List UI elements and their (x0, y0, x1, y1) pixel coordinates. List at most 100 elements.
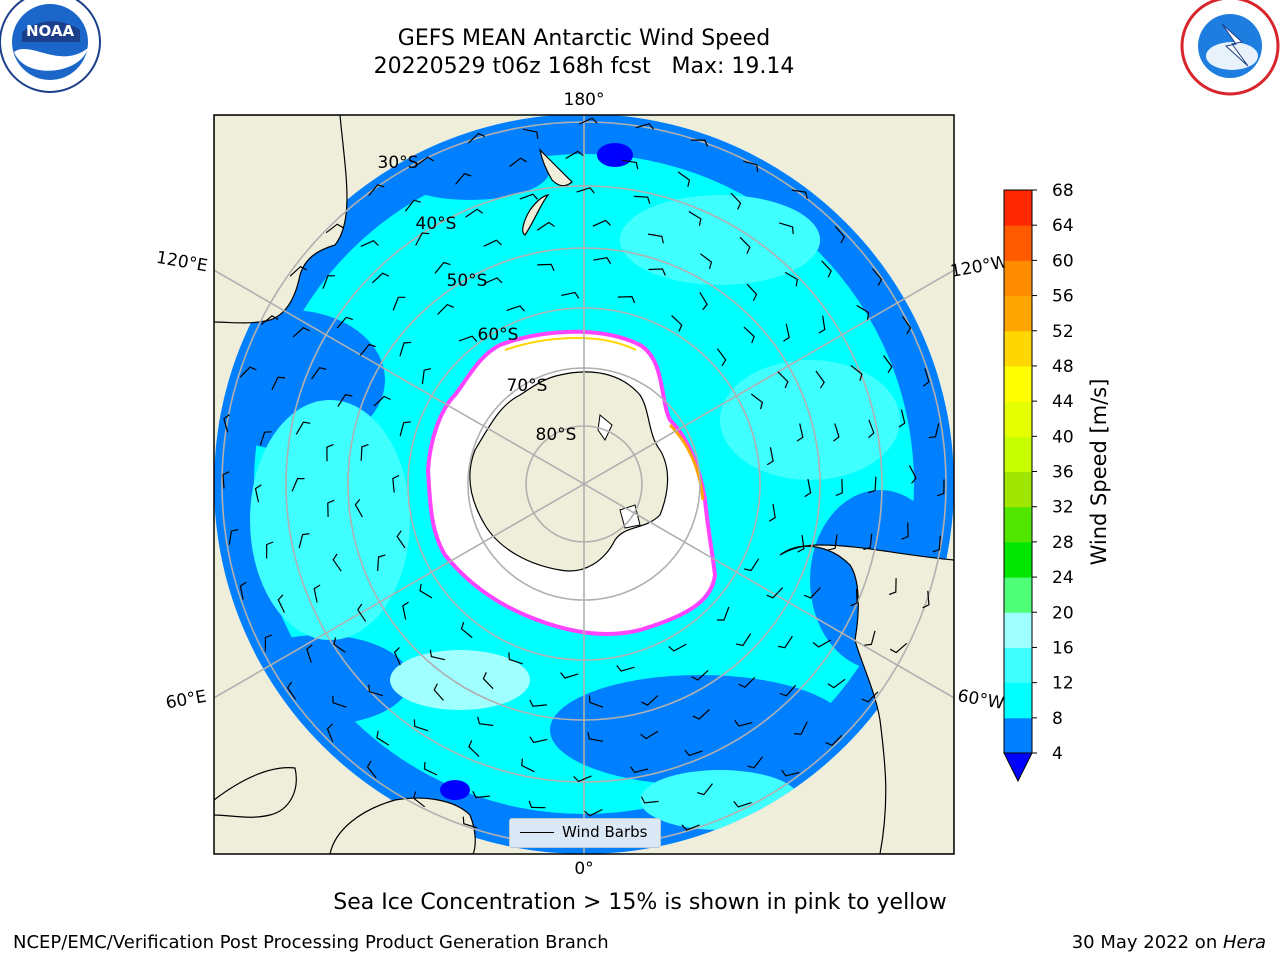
wind-barb (415, 232, 430, 246)
wind-barb (743, 326, 755, 344)
lat-label-40s: 40°S (416, 214, 457, 234)
legend-label: Wind Barbs (562, 823, 648, 841)
footer-date-text: 30 May 2022 on (1071, 932, 1223, 953)
wind-barb (766, 587, 784, 599)
wind-barb (922, 590, 930, 609)
wind-barb (573, 775, 592, 783)
colorbar-segment (1004, 682, 1032, 719)
wind-barb (561, 291, 580, 299)
wind-barb (743, 160, 759, 172)
australia (214, 115, 348, 324)
ice-edge-yellow (504, 337, 637, 351)
wind-barb (908, 465, 917, 484)
colorbar-segment (1004, 612, 1032, 648)
wind-barb (783, 323, 790, 342)
wind-patch-mid (720, 360, 900, 480)
wind-barb (747, 756, 764, 769)
footer-date: 30 May 2022 on Hera (1072, 932, 1266, 953)
wind-barb (396, 530, 406, 549)
wind-barb (336, 316, 354, 329)
wind-barb (506, 305, 525, 312)
wind-barb (455, 172, 472, 185)
wind-barb (677, 171, 691, 187)
wind-barb (509, 157, 527, 168)
wind-barb (864, 630, 876, 646)
wind-barb (239, 366, 257, 378)
wind-barb (325, 223, 344, 234)
wind-barb (668, 643, 687, 652)
chart-title: GEFS MEAN Antarctic Wind Speed (397, 26, 771, 51)
colorbar-tick-label: 52 (1052, 322, 1074, 342)
wind-barb (868, 476, 877, 494)
colorbar-tick-label: 16 (1052, 638, 1074, 658)
lon-label-60e: 60°E (164, 687, 208, 714)
wind-barb (856, 304, 870, 320)
wind-barb (392, 474, 400, 493)
wind-barb (622, 159, 639, 170)
wind-barb (402, 601, 409, 620)
wind-barb (508, 652, 523, 665)
map-frame (213, 114, 955, 855)
colorbar-segment (1004, 506, 1032, 543)
wind-barb (889, 642, 908, 654)
wind-barb (777, 635, 794, 649)
lat-label-60s: 60°S (478, 325, 519, 345)
lat-label-80s: 80°S (536, 425, 577, 445)
wind-barb (366, 760, 377, 779)
wind-patch-mid (620, 195, 820, 285)
wind-barb (616, 665, 635, 672)
wind-barb (803, 587, 821, 599)
colorbar-tick-label: 24 (1052, 568, 1074, 588)
wind-barb (429, 649, 446, 661)
wind-barb (818, 315, 826, 334)
wind-barb (730, 192, 742, 210)
wind-barb (872, 268, 883, 286)
wind-barb (781, 769, 800, 777)
wind-barb (326, 444, 334, 462)
wind-barb (777, 371, 789, 389)
wind-barb (413, 719, 429, 732)
lat-label-70s: 70°S (507, 376, 548, 396)
wind-barb (326, 723, 334, 743)
wind-barb (223, 414, 230, 433)
wind-barb (327, 499, 335, 518)
wind-barb (371, 272, 390, 284)
wind-barb (868, 419, 875, 439)
wind-barb (291, 477, 305, 492)
wind-barb (322, 275, 336, 290)
wind-patch-under (440, 780, 470, 800)
wind-barb (902, 316, 912, 335)
wind-barb (717, 606, 730, 621)
wind-barb (746, 283, 758, 301)
colorbar-segment (1004, 190, 1032, 226)
lat-label-50s: 50°S (447, 271, 488, 291)
wind-barb (522, 128, 539, 140)
colorbar-segment (1004, 717, 1032, 754)
wind-barb (483, 277, 503, 285)
wind-barb (333, 637, 346, 653)
wind-barb (393, 646, 401, 666)
sea-ice-caption: Sea Ice Concentration > 15% is shown in … (333, 890, 947, 915)
wind-barb (254, 484, 262, 503)
wind-barb (681, 824, 700, 831)
wind-speed-field (214, 140, 950, 830)
wind-patch-under (597, 143, 633, 167)
lon-label-180: 180° (564, 90, 605, 110)
wind-barb (529, 699, 547, 707)
wind-barb (779, 684, 797, 697)
colorbar-segment (1004, 541, 1032, 578)
wind-barb (589, 695, 604, 708)
colorbar-segment (1004, 365, 1032, 402)
wind-barb (768, 503, 776, 522)
graticule (214, 115, 954, 854)
wind-barb (671, 314, 683, 332)
wind-barb (592, 219, 612, 227)
wind-barb (835, 478, 843, 497)
meridian-60e-120w (214, 269, 954, 699)
wind-barb (295, 421, 311, 435)
colorbar-tick-label: 60 (1052, 251, 1074, 271)
wind-barb (359, 343, 376, 356)
wind-barb (699, 291, 708, 311)
colorbar-tick-label: 56 (1052, 287, 1074, 307)
wind-barb (271, 376, 286, 391)
